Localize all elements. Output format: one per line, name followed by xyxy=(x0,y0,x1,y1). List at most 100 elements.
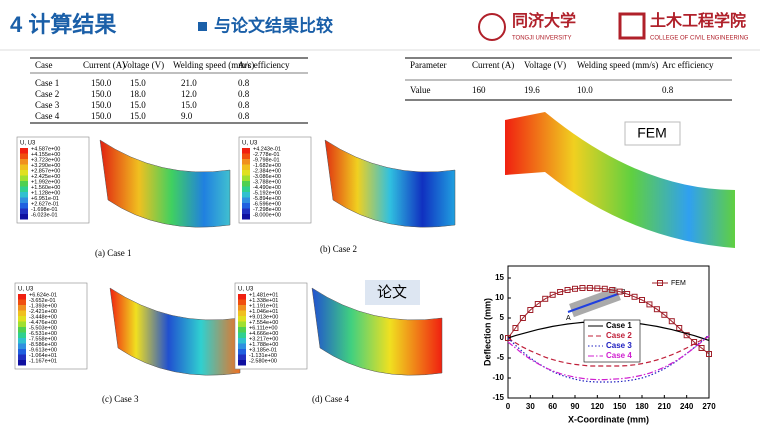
legend-swatch xyxy=(242,159,250,165)
x-tick-label: 180 xyxy=(635,402,649,411)
annotation: A xyxy=(566,315,571,322)
legend-value: +1.481e+01 xyxy=(249,292,278,298)
marker xyxy=(557,289,564,295)
marker xyxy=(668,318,675,325)
legend-swatch xyxy=(242,153,250,159)
legend-label: FEM xyxy=(671,280,686,287)
legend-title: U, U3 xyxy=(18,287,34,293)
legend-value: -2.778e-01 xyxy=(253,152,280,158)
marker xyxy=(706,351,712,357)
x-axis-label: X-Coordinate (mm) xyxy=(568,414,649,424)
caption: (c) Case 3 xyxy=(102,394,139,404)
table-header: Current (A) xyxy=(472,60,514,70)
table-cell: Value xyxy=(410,85,431,95)
table-cell: Case 3 xyxy=(35,100,60,110)
y-tick-label: -5 xyxy=(497,353,505,362)
inset-line xyxy=(567,293,619,313)
marker xyxy=(564,287,571,293)
legend-swatch xyxy=(20,186,28,192)
table-header: Voltage (V) xyxy=(122,60,164,70)
legend-swatch xyxy=(20,159,28,165)
marker xyxy=(616,288,623,295)
legend-value: -2.421e+00 xyxy=(29,309,57,315)
table-cell: 0.8 xyxy=(238,89,250,99)
table-header: Case xyxy=(35,60,53,70)
table-cell: 0.8 xyxy=(238,78,250,88)
table-cell: 21.0 xyxy=(181,78,197,88)
legend-swatch xyxy=(18,338,26,344)
legend-value: -2.384e+00 xyxy=(253,168,281,174)
legend-box xyxy=(238,136,312,224)
legend-swatch xyxy=(238,294,246,300)
legend-value: -3.448e+00 xyxy=(29,314,57,320)
legend-swatch xyxy=(18,327,26,333)
series-line xyxy=(507,335,710,367)
legend-value: +4.155e+00 xyxy=(31,152,60,158)
table-cell: 150.0 xyxy=(91,78,112,88)
logo-mark xyxy=(618,12,646,40)
legend-swatch xyxy=(238,349,246,355)
legend-swatch xyxy=(18,310,26,316)
marker xyxy=(676,325,683,331)
y-tick-label: 5 xyxy=(500,313,505,322)
legend-value: -9.613e+00 xyxy=(29,347,57,353)
x-tick-label: 0 xyxy=(506,402,511,411)
x-tick-label: 210 xyxy=(658,402,672,411)
marker xyxy=(519,315,526,321)
y-tick-label: -10 xyxy=(492,373,504,382)
table-cell: 15.0 xyxy=(130,111,146,121)
legend-value: +9.013e+00 xyxy=(249,314,278,320)
legend-value: +2.425e+00 xyxy=(31,174,60,180)
logo-text: COLLEGE OF CIVIL ENGINEERING xyxy=(650,36,749,42)
fem-label: FEM xyxy=(637,125,667,141)
legend-swatch xyxy=(242,197,250,203)
table-cell: 18.0 xyxy=(130,89,146,99)
logo-text: 同济大学 xyxy=(512,11,576,30)
legend-value: +1.191e+01 xyxy=(249,303,278,309)
table-header: Welding speed (mm/s) xyxy=(173,60,254,70)
y-axis-label: Deflection (mm) xyxy=(482,298,492,366)
legend-swatch xyxy=(20,203,28,209)
legend-swatch xyxy=(20,181,28,187)
legend-label: Case 2 xyxy=(606,331,632,340)
marker xyxy=(639,297,645,303)
legend-swatch xyxy=(18,321,26,327)
legend-swatch xyxy=(18,299,26,305)
legend-marker xyxy=(657,280,663,286)
legend-title: U, U3 xyxy=(242,141,258,147)
legend-value: +7.554e+00 xyxy=(249,320,278,326)
header: 4 计算结果 与论文结果比较 同济大学 TONGJI UNIVERSITY 土木… xyxy=(0,11,760,51)
legend-value: -1.682e+00 xyxy=(253,163,281,169)
legend-value: -6.531e+00 xyxy=(29,331,57,337)
legend-value: +6.624e-01 xyxy=(29,292,57,298)
label-box xyxy=(624,121,681,146)
marker xyxy=(601,285,608,292)
marker xyxy=(542,295,549,302)
table-cell: 0.8 xyxy=(662,85,674,95)
y-tick-label: 10 xyxy=(495,293,504,302)
legend-swatch xyxy=(18,354,26,360)
legend-swatch xyxy=(18,294,26,300)
legend-value: +3.217e+00 xyxy=(249,336,278,342)
legend-swatch xyxy=(242,175,250,181)
fem-contour xyxy=(505,112,735,248)
legend-value: +1.046e+01 xyxy=(249,309,278,315)
table-cell: 150.0 xyxy=(91,89,112,99)
legend-swatch xyxy=(20,214,28,220)
table-header: Voltage (V) xyxy=(524,60,566,70)
series-line xyxy=(507,334,710,383)
legend-value: +4.666e+00 xyxy=(249,331,278,337)
table-header: Arc efficiency xyxy=(662,60,714,70)
x-tick-label: 150 xyxy=(613,402,627,411)
legend-swatch xyxy=(238,321,246,327)
legend-swatch xyxy=(242,192,250,198)
table-cell: Case 4 xyxy=(35,111,60,121)
legend-value: -8.586e+00 xyxy=(29,342,57,348)
legend-swatch xyxy=(238,343,246,349)
marker xyxy=(505,335,511,341)
contour-image xyxy=(324,139,456,228)
bullet xyxy=(198,22,207,31)
subtitle: 与论文结果比较 xyxy=(214,15,333,35)
legend-swatch xyxy=(242,170,250,176)
table-cell: 160 xyxy=(472,85,486,95)
